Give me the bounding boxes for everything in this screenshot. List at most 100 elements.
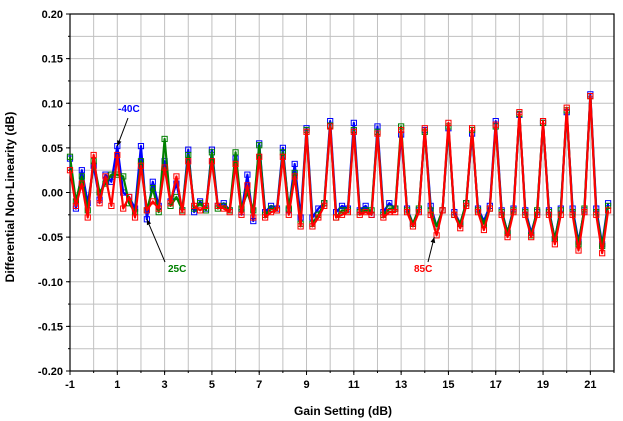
data-point-85c xyxy=(516,109,523,116)
data-point-85c xyxy=(220,205,227,212)
data-point-85c xyxy=(474,209,482,216)
data-point-40c xyxy=(244,171,251,178)
data-point-25c xyxy=(256,142,263,149)
data-point-85c xyxy=(262,214,269,221)
data-point-85c xyxy=(131,214,139,221)
data-point-85c xyxy=(191,202,198,209)
data-point-85c xyxy=(403,209,411,216)
data-point-85c xyxy=(303,128,310,135)
annotation-arrowhead-25c xyxy=(146,219,152,226)
data-point-85c xyxy=(463,202,470,209)
data-point-85c xyxy=(256,153,263,160)
data-point-85c xyxy=(510,209,517,216)
data-point-85c xyxy=(315,214,322,221)
data-point-85c xyxy=(327,123,334,130)
data-point-85c xyxy=(273,207,281,214)
data-point-85c xyxy=(356,211,363,218)
x-tick-label: 3 xyxy=(162,379,168,391)
data-point-85c xyxy=(392,209,399,216)
data-point-85c xyxy=(78,180,85,187)
data-point-85c xyxy=(250,214,257,221)
data-point-40c xyxy=(279,144,286,151)
data-point-25c xyxy=(137,158,145,165)
y-axis-title: Differential Non-Linearity (dB) xyxy=(3,112,17,283)
data-point-85c xyxy=(386,209,393,216)
data-point-85c xyxy=(545,211,553,218)
data-point-40c xyxy=(143,216,150,223)
data-point-85c xyxy=(575,247,582,254)
data-point-85c xyxy=(492,121,499,128)
data-point-25c xyxy=(232,149,239,156)
data-point-25c xyxy=(202,207,210,214)
y-tick-label: 0.15 xyxy=(42,54,63,66)
data-point-85c xyxy=(350,128,357,135)
series-layer xyxy=(66,91,612,257)
data-point-85c xyxy=(185,158,192,165)
data-point-85c xyxy=(179,209,186,216)
y-tick-label: -0.05 xyxy=(38,232,63,244)
data-point-85c xyxy=(96,200,103,207)
data-point-85c xyxy=(309,223,316,230)
x-tick-label: 15 xyxy=(442,379,454,391)
data-point-85c xyxy=(167,200,174,207)
data-point-85c xyxy=(143,207,150,214)
data-point-85c xyxy=(332,214,340,221)
data-point-85c xyxy=(149,198,156,205)
data-point-85c xyxy=(498,211,505,218)
data-point-25c xyxy=(604,202,612,209)
data-point-85c xyxy=(409,223,417,230)
data-point-85c xyxy=(267,209,275,216)
x-tick-label: 5 xyxy=(209,379,215,391)
data-point-40c xyxy=(149,178,156,185)
annotation-label-40c: -40C xyxy=(118,104,140,115)
data-point-25c xyxy=(161,135,168,143)
data-point-85c xyxy=(208,158,216,165)
annotation-leader-25c xyxy=(146,219,166,263)
data-point-85c xyxy=(563,104,570,111)
data-point-85c xyxy=(522,211,529,218)
annotation-label-85c: 85C xyxy=(414,264,432,275)
data-point-85c xyxy=(421,125,428,132)
data-point-85c xyxy=(226,209,233,216)
data-point-85c xyxy=(155,205,162,212)
data-point-40c xyxy=(350,119,357,126)
data-point-40c xyxy=(291,160,298,168)
data-point-85c xyxy=(427,211,434,218)
data-point-85c xyxy=(338,211,346,218)
data-point-85c xyxy=(557,211,564,218)
annotation-label-25c: 25C xyxy=(168,264,186,275)
data-point-40c xyxy=(362,202,369,209)
data-point-85c xyxy=(120,205,127,212)
data-point-85c xyxy=(593,211,600,218)
data-point-40c xyxy=(78,167,85,174)
data-point-85c xyxy=(504,234,511,241)
y-tick-label: -0.10 xyxy=(38,277,63,289)
data-point-85c xyxy=(232,160,239,168)
annotation-arrowhead-85c xyxy=(430,237,436,244)
data-point-85c xyxy=(380,214,387,221)
data-point-85c xyxy=(480,226,488,234)
x-tick-label: 13 xyxy=(395,379,407,391)
data-point-85c xyxy=(244,182,251,189)
data-point-25c xyxy=(149,184,156,192)
y-tick-label: -0.15 xyxy=(38,321,63,333)
x-tick-label: 1 xyxy=(114,379,120,391)
data-point-85c xyxy=(445,119,452,126)
data-point-85c xyxy=(599,250,606,257)
data-point-85c xyxy=(486,205,493,212)
y-tick-label: 0.00 xyxy=(42,188,63,200)
data-point-85c xyxy=(439,207,446,214)
series-85c xyxy=(66,93,612,257)
data-point-85c xyxy=(321,202,328,209)
data-point-85c xyxy=(66,167,74,174)
data-point-85c xyxy=(433,232,440,239)
data-point-85c xyxy=(587,93,594,100)
data-point-85c xyxy=(581,209,588,216)
x-tick-label: 9 xyxy=(303,379,309,391)
data-point-85c xyxy=(90,151,97,159)
data-point-25c xyxy=(66,153,74,160)
data-point-85c xyxy=(173,173,180,180)
annotation-layer: -40C 25C 85C xyxy=(116,104,436,275)
